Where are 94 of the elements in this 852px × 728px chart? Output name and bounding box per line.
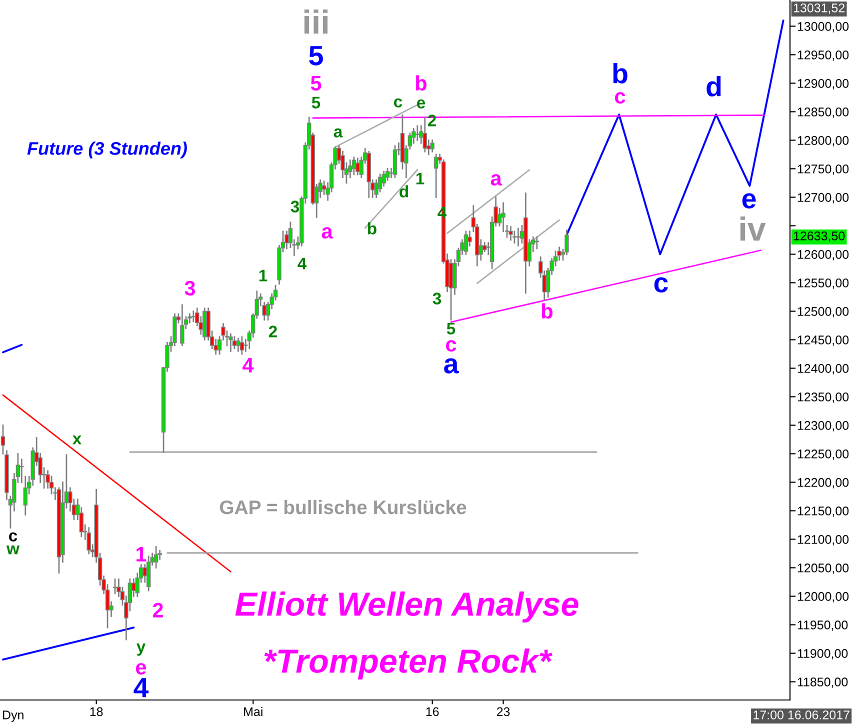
candlestick bbox=[20, 458, 24, 483]
y-tick-label: 12400,00 bbox=[798, 364, 849, 374]
annotation: *Trompeten Rock* bbox=[264, 648, 552, 680]
annotation: 4 bbox=[134, 678, 149, 698]
annotation: 5 bbox=[309, 46, 323, 66]
annotation: b bbox=[542, 303, 553, 319]
annotation: b bbox=[368, 222, 376, 234]
candlestick bbox=[356, 158, 360, 176]
annotation: a bbox=[444, 358, 459, 374]
annotation: y bbox=[136, 644, 146, 656]
annotation: b bbox=[416, 75, 427, 91]
annotation: 1 bbox=[416, 172, 424, 184]
annotation: d bbox=[400, 185, 408, 198]
y-tick-label: 11850,00 bbox=[798, 678, 848, 688]
candlestick bbox=[284, 230, 289, 250]
annotation: Future (3 Stunden) bbox=[27, 142, 187, 158]
annotation: c bbox=[394, 98, 402, 108]
candlestick bbox=[415, 125, 420, 141]
candlestick bbox=[464, 230, 468, 255]
candlestick bbox=[23, 476, 28, 516]
y-tick-label: 11900,00 bbox=[798, 649, 848, 660]
annotation: a bbox=[490, 174, 502, 186]
y-tick-label: 12550,00 bbox=[798, 278, 849, 289]
x-tick-label: 23 bbox=[496, 707, 510, 716]
x-tick-label: 18 bbox=[90, 707, 103, 716]
y-tick-label: 12250,00 bbox=[798, 450, 849, 460]
annotation: d bbox=[706, 76, 721, 96]
annotation: e bbox=[417, 99, 426, 108]
y-tick-label: 12300,00 bbox=[798, 421, 849, 432]
candlestick bbox=[228, 333, 233, 352]
x-tick-label: Mai bbox=[244, 706, 262, 716]
annotation: w bbox=[6, 546, 20, 554]
annotation: 3 bbox=[432, 292, 442, 304]
candlestick bbox=[0, 424, 6, 454]
y-tick-label: 12950,00 bbox=[798, 50, 849, 61]
y-tick-label: 12750,00 bbox=[798, 164, 849, 175]
candlestick bbox=[501, 202, 506, 232]
candlestick bbox=[434, 154, 438, 198]
candlestick bbox=[191, 310, 196, 322]
annotation: a bbox=[322, 227, 333, 239]
text: 13031,52 bbox=[794, 4, 845, 14]
y-tick-label: 12500,00 bbox=[798, 307, 849, 318]
line-series bbox=[566, 20, 784, 256]
annotation: 5 bbox=[310, 76, 322, 91]
annotation: 2 bbox=[428, 114, 436, 126]
annotation: 3 bbox=[290, 200, 300, 212]
y-tick-label: 12700,00 bbox=[798, 193, 849, 204]
text: 17:00 16.06.2017 bbox=[754, 710, 850, 720]
y-tick-label: 12000,00 bbox=[798, 592, 849, 602]
annotation: iii bbox=[304, 9, 328, 34]
candlestick bbox=[86, 527, 91, 554]
annotation: Elliott Wellen Analyse bbox=[235, 591, 578, 623]
y-tick-label: 12850,00 bbox=[798, 108, 849, 118]
annotation: 1 bbox=[259, 270, 268, 282]
annotation: e bbox=[742, 193, 756, 208]
candlestick bbox=[508, 226, 513, 241]
text: 12633,50 bbox=[794, 232, 845, 242]
y-tick-label: 12900,00 bbox=[798, 79, 849, 90]
annotation: iv bbox=[740, 216, 766, 241]
candlestick bbox=[240, 336, 244, 355]
annotation: GAP = bullische Kurslücke bbox=[220, 500, 466, 514]
annotation: c bbox=[615, 92, 626, 104]
text: Dyn bbox=[3, 710, 24, 722]
annotation: a bbox=[334, 128, 343, 138]
y-tick-label: 11950,00 bbox=[798, 620, 848, 631]
y-tick-label: 12050,00 bbox=[798, 564, 849, 574]
candlestick bbox=[154, 546, 158, 568]
annotation: 5 bbox=[312, 96, 320, 108]
y-tick-label: 12200,00 bbox=[798, 478, 849, 488]
annotation: 2 bbox=[268, 326, 277, 338]
x-tick-label: 16 bbox=[426, 707, 439, 716]
candlestick bbox=[236, 338, 240, 352]
y-tick-label: 12600,00 bbox=[798, 250, 849, 260]
annotation: 4 bbox=[242, 358, 254, 372]
annotation: 4 bbox=[298, 258, 307, 270]
y-tick-label: 12350,00 bbox=[798, 392, 849, 403]
annotation: c bbox=[446, 340, 456, 352]
y-tick-label: 12100,00 bbox=[798, 535, 849, 546]
y-tick-label: 12450,00 bbox=[798, 336, 849, 346]
annotation: 1 bbox=[136, 547, 146, 562]
candlestick bbox=[422, 117, 427, 152]
annotation: 3 bbox=[184, 280, 196, 296]
y-tick-label: 12150,00 bbox=[798, 506, 849, 517]
annotation: x bbox=[72, 436, 82, 444]
y-tick-label: 13000,00 bbox=[798, 22, 849, 32]
annotation: 2 bbox=[152, 602, 163, 618]
y-tick-label: 12800,00 bbox=[798, 136, 849, 146]
annotation: e bbox=[136, 663, 146, 675]
candlestick bbox=[430, 140, 434, 152]
annotation: b bbox=[613, 63, 628, 84]
annotation: c bbox=[654, 277, 668, 292]
annotation: 5 bbox=[446, 322, 456, 334]
annotation: c bbox=[9, 532, 18, 542]
candlestick bbox=[180, 304, 184, 346]
